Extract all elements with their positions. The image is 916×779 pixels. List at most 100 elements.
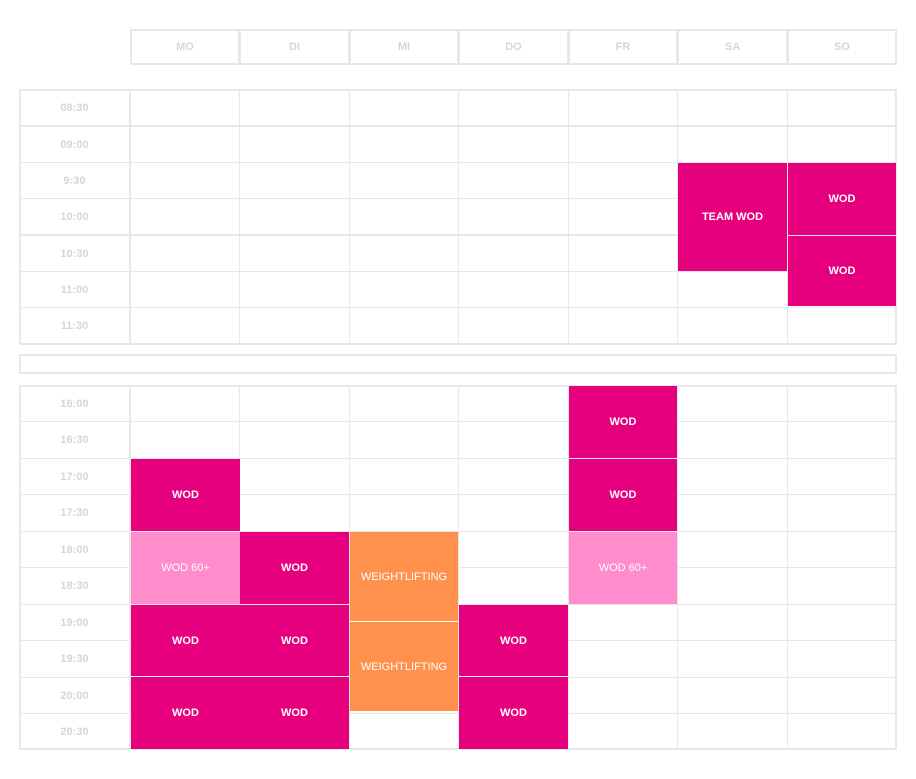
- schedule-cell: [677, 713, 788, 750]
- schedule-cell: [787, 604, 897, 641]
- schedule-cell: [568, 271, 678, 308]
- schedule-cell: [458, 458, 569, 495]
- schedule-cell: [677, 126, 788, 163]
- schedule-cell: [787, 531, 897, 568]
- event-wod-so-2[interactable]: WOD: [788, 236, 896, 306]
- schedule-cell: [568, 89, 678, 126]
- schedule-cell: [677, 640, 788, 678]
- schedule-cell: [458, 89, 569, 126]
- time-label: 10:00: [19, 198, 130, 235]
- time-label: 19:00: [19, 604, 130, 641]
- schedule-cell: [239, 494, 350, 532]
- time-label: 20:00: [19, 677, 130, 714]
- schedule-cell: [677, 494, 788, 532]
- schedule-cell: [239, 458, 350, 495]
- schedule-cell: [458, 494, 569, 532]
- schedule-cell: [787, 713, 897, 750]
- schedule-cell: [677, 271, 788, 308]
- schedule-cell: [568, 235, 678, 272]
- schedule-cell: [568, 640, 678, 678]
- time-label: 10:30: [19, 235, 130, 272]
- schedule-cell: [130, 126, 240, 163]
- schedule-cell: [458, 421, 569, 459]
- schedule-cell: [239, 198, 350, 235]
- schedule-cell: [130, 89, 240, 126]
- schedule-cell: [239, 421, 350, 459]
- event-wod-fr-1[interactable]: WOD: [569, 386, 677, 458]
- schedule-cell: [458, 385, 569, 422]
- time-label: 18:00: [19, 531, 130, 568]
- schedule-cell: [568, 307, 678, 345]
- event-wod-fr-2[interactable]: WOD: [569, 459, 677, 531]
- time-label: 11:00: [19, 271, 130, 308]
- event-wod-do-1[interactable]: WOD: [459, 605, 568, 676]
- schedule-cell: [349, 494, 459, 532]
- schedule-cell: [349, 421, 459, 459]
- time-label: 08:30: [19, 89, 130, 126]
- event-wod-mo-2[interactable]: WOD: [131, 605, 240, 676]
- schedule-cell: [458, 162, 569, 199]
- schedule-cell: [130, 162, 240, 199]
- event-wod-do-2[interactable]: WOD: [459, 677, 568, 749]
- schedule-cell: [130, 235, 240, 272]
- day-header-do: DO: [458, 29, 569, 65]
- schedule-cell: [349, 458, 459, 495]
- schedule-cell: [458, 198, 569, 235]
- day-header-sa: SA: [677, 29, 788, 65]
- schedule-cell: [458, 567, 569, 605]
- event-wod-mo-1[interactable]: WOD: [131, 459, 240, 531]
- schedule-cell: [130, 271, 240, 308]
- schedule-cell: [239, 89, 350, 126]
- time-label: 19:30: [19, 640, 130, 678]
- time-label: 11:30: [19, 307, 130, 345]
- schedule-cell: [349, 385, 459, 422]
- schedule-cell: [677, 677, 788, 714]
- event-wod-mo-3[interactable]: WOD: [131, 677, 240, 749]
- schedule-cell: [787, 89, 897, 126]
- schedule-cell: [458, 271, 569, 308]
- event-team-wod-sa[interactable]: TEAM WOD: [678, 163, 787, 271]
- schedule-cell: [568, 126, 678, 163]
- schedule-cell: [677, 567, 788, 605]
- time-label: 9:30: [19, 162, 130, 199]
- day-header-mi: MI: [349, 29, 459, 65]
- schedule-cell: [568, 162, 678, 199]
- schedule-cell: [677, 385, 788, 422]
- event-wod-so-1[interactable]: WOD: [788, 163, 896, 235]
- schedule-cell: [677, 421, 788, 459]
- time-label: 17:00: [19, 458, 130, 495]
- event-weightlifting-mi-1[interactable]: WEIGHTLIFTING: [350, 532, 458, 621]
- schedule-cell: [677, 89, 788, 126]
- schedule-cell: [787, 567, 897, 605]
- schedule-cell: [787, 126, 897, 163]
- time-label: 18:30: [19, 567, 130, 605]
- schedule-cell: [787, 421, 897, 459]
- schedule-cell: [349, 162, 459, 199]
- schedule-cell: [787, 307, 897, 345]
- schedule-cell: [239, 385, 350, 422]
- schedule-cell: [787, 385, 897, 422]
- schedule-cell: [787, 640, 897, 678]
- schedule-cell: [349, 271, 459, 308]
- event-wod60-mo[interactable]: WOD 60+: [131, 532, 240, 604]
- event-wod-di-3[interactable]: WOD: [240, 677, 349, 749]
- schedule-cell: [130, 421, 240, 459]
- schedule-cell: [787, 677, 897, 714]
- schedule-cell: [130, 385, 240, 422]
- schedule-cell: [239, 162, 350, 199]
- time-label: 20:30: [19, 713, 130, 750]
- event-wod-di-2[interactable]: WOD: [240, 605, 349, 676]
- day-header-mo: MO: [130, 29, 240, 65]
- schedule-cell: [349, 307, 459, 345]
- schedule-cell: [349, 126, 459, 163]
- schedule-cell: [458, 531, 569, 568]
- schedule-cell: [458, 126, 569, 163]
- event-wod-di-1[interactable]: WOD: [240, 532, 349, 604]
- time-label: 16:00: [19, 385, 130, 422]
- day-header-so: SO: [787, 29, 897, 65]
- event-weightlifting-mi-2[interactable]: WEIGHTLIFTING: [350, 622, 458, 711]
- schedule-cell: [787, 458, 897, 495]
- time-label: 16:30: [19, 421, 130, 459]
- event-wod60-fr[interactable]: WOD 60+: [569, 532, 677, 604]
- schedule-cell: [568, 604, 678, 641]
